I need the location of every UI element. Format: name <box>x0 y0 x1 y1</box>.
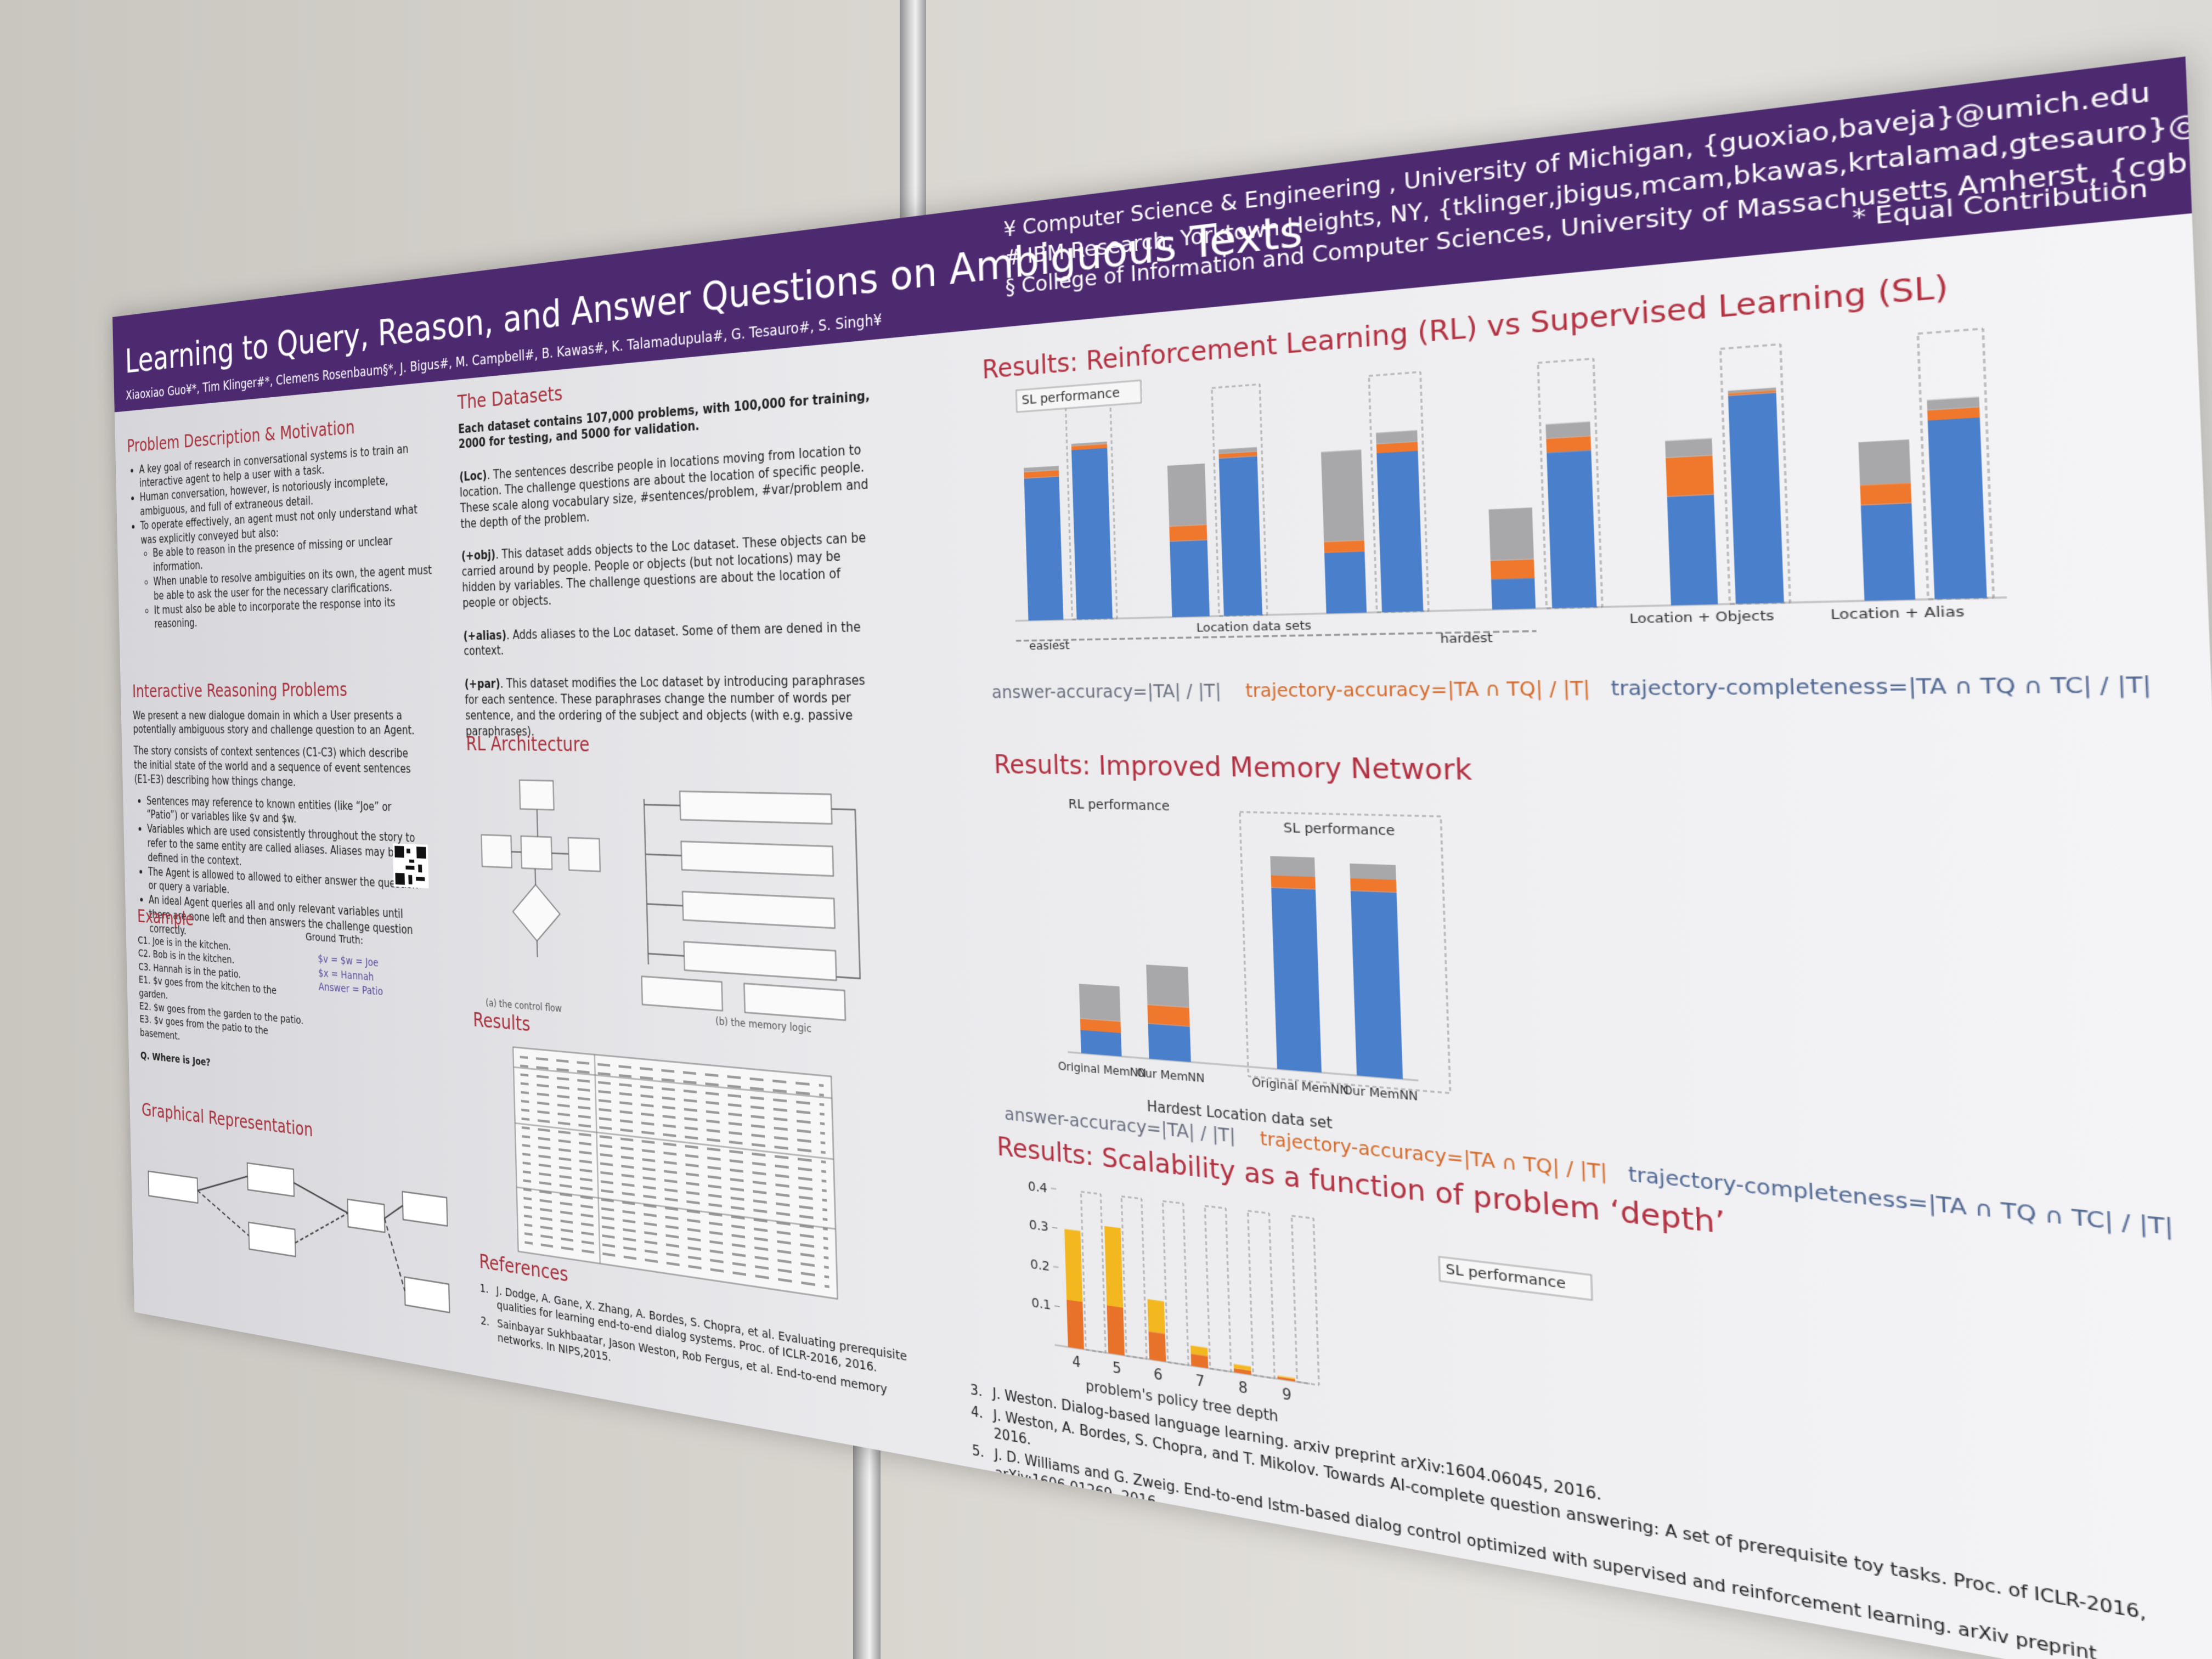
bar-segment <box>1545 421 1591 439</box>
bar-segment <box>1665 438 1713 458</box>
sl-outline <box>1205 1206 1231 1372</box>
bar-segment <box>1321 449 1364 542</box>
bar-segment <box>1080 1030 1122 1057</box>
chart-title: Results: Improved Memory Network <box>994 751 1473 787</box>
bar-segment <box>1324 551 1367 614</box>
x-tick-label: 6 <box>1153 1365 1163 1384</box>
y-tick-label: 0.4 <box>1028 1178 1047 1195</box>
bar-segment <box>1167 463 1207 527</box>
bar-segment <box>1271 887 1322 1073</box>
results-table <box>473 1039 918 1319</box>
bar-segment <box>1546 436 1592 453</box>
bar-segment <box>1147 1299 1165 1334</box>
chart-title: Results: Reinforcement Learning (RL) vs … <box>981 270 1949 385</box>
bar-segment <box>1079 984 1121 1022</box>
charts: Results: Reinforcement Learning (RL) vs … <box>981 270 2174 1425</box>
bar-segment <box>1350 878 1397 893</box>
tick-mark <box>1051 1188 1057 1189</box>
group-label: hardest <box>1440 630 1493 646</box>
section: Results <box>473 1008 919 1324</box>
bar-segment <box>1107 1305 1125 1356</box>
group-label: Location + Alias <box>1830 603 1965 623</box>
sl-outline <box>1163 1201 1188 1365</box>
bar-segment <box>1490 559 1535 579</box>
bar-segment <box>1858 439 1911 486</box>
bar-segment <box>1271 875 1316 889</box>
x-tick-label: 7 <box>1195 1372 1205 1391</box>
bar-segment <box>1071 448 1113 620</box>
bar-segment <box>1104 1226 1124 1308</box>
y-tick-label: 0.3 <box>1029 1217 1048 1235</box>
wall-pole <box>853 1426 881 1659</box>
poster: Learning to Query, Reason, and Answer Qu… <box>112 56 2212 1659</box>
bar-segment <box>1169 524 1207 541</box>
x-tick-label: 4 <box>1072 1353 1081 1370</box>
bar-segment <box>1218 456 1263 616</box>
formula: trajectory-completeness=|TA ∩ TQ ∩ TC| /… <box>1611 673 2152 701</box>
bar-segment <box>1860 503 1916 601</box>
x-tick-label: 9 <box>1282 1385 1291 1404</box>
bar-segment <box>1270 856 1316 877</box>
bar-segment <box>1667 494 1718 606</box>
bar-segment <box>1148 1331 1166 1362</box>
group-label: Location data sets <box>1196 618 1311 635</box>
tick-mark <box>1052 1227 1058 1228</box>
x-tick-label: 5 <box>1112 1359 1121 1377</box>
bar-segment <box>1666 455 1714 497</box>
bar-segment <box>1350 890 1403 1080</box>
sl-outline <box>1292 1216 1319 1385</box>
bar-segment <box>1488 507 1534 561</box>
bar-segment <box>1066 1300 1084 1350</box>
y-tick-label: 0.1 <box>1031 1295 1051 1313</box>
group-label: easiest <box>1029 639 1070 653</box>
bar-segment <box>1148 1023 1191 1062</box>
group-label: Location + Objects <box>1629 608 1774 627</box>
sl-outline <box>1081 1192 1105 1352</box>
bar-segment <box>1547 450 1597 608</box>
panel-label: RL performance <box>1068 796 1170 814</box>
graph-diagram <box>142 1127 463 1341</box>
x-tick-label: Our MemNN <box>1136 1066 1205 1086</box>
bar-segment <box>1376 450 1424 612</box>
x-tick-label: 8 <box>1238 1379 1248 1397</box>
y-tick-label: 0.2 <box>1030 1256 1050 1274</box>
bar-segment <box>1146 964 1189 1008</box>
bar-segment <box>1350 863 1396 880</box>
bar-segment <box>1024 476 1064 621</box>
bar-segment <box>1860 482 1912 505</box>
x-tick-label: Original MemNN <box>1058 1060 1147 1081</box>
x-tick-label: Our MemNN <box>1343 1084 1418 1104</box>
bar-segment <box>1927 417 1987 600</box>
x-tick-label: Original MemNN <box>1251 1076 1349 1098</box>
bar-segment <box>1147 1005 1190 1026</box>
section: Graphical Representation <box>142 1099 464 1346</box>
sl-panel <box>1240 812 1451 1093</box>
x-axis-label: problem's policy tree depth <box>1085 1377 1278 1425</box>
bar-segment <box>1728 392 1784 604</box>
sl-outline <box>1121 1197 1147 1359</box>
sl-outline <box>1248 1211 1275 1378</box>
bar-segment <box>1324 540 1365 553</box>
formula: answer-accuracy=|TA| / |T| <box>991 681 1221 703</box>
panel-label: SL performance <box>1283 820 1395 839</box>
bar-segment <box>1064 1229 1083 1302</box>
bar-segment <box>1491 578 1536 610</box>
bar-segment <box>1170 540 1210 617</box>
formula: trajectory-accuracy=|TA ∩ TQ| / |T| <box>1245 678 1591 702</box>
